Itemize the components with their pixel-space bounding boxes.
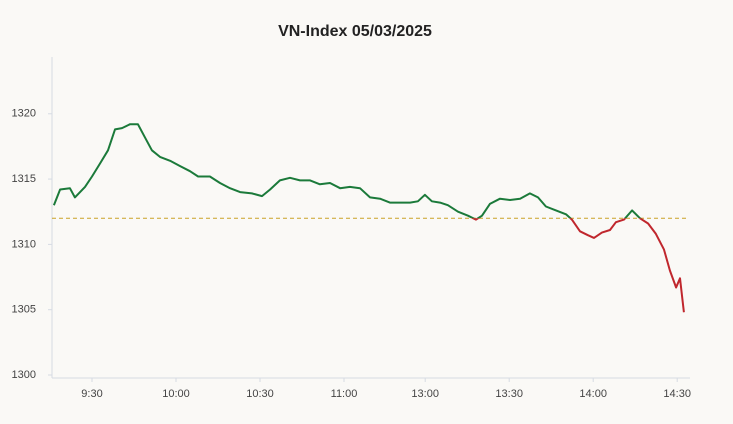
y-tick-label: 1305 <box>12 304 36 316</box>
y-tick-label: 1315 <box>12 173 36 185</box>
x-tick-label: 13:00 <box>411 388 439 400</box>
x-tick-label: 14:30 <box>663 388 691 400</box>
x-tick-label: 11:00 <box>331 388 358 400</box>
chart-title: VN-Index 05/03/2025 <box>278 23 432 40</box>
y-tick-label: 1310 <box>12 238 36 250</box>
y-tick-label: 1300 <box>12 369 36 381</box>
line-below <box>470 218 685 313</box>
x-tick-label: 14:00 <box>579 388 607 400</box>
line-above <box>52 123 642 219</box>
y-tick-label: 1320 <box>12 108 36 120</box>
x-tick-label: 13:30 <box>495 388 523 400</box>
x-tick-label: 9:30 <box>81 388 102 400</box>
x-tick-label: 10:30 <box>246 388 274 400</box>
x-tick-label: 10:00 <box>162 388 190 400</box>
